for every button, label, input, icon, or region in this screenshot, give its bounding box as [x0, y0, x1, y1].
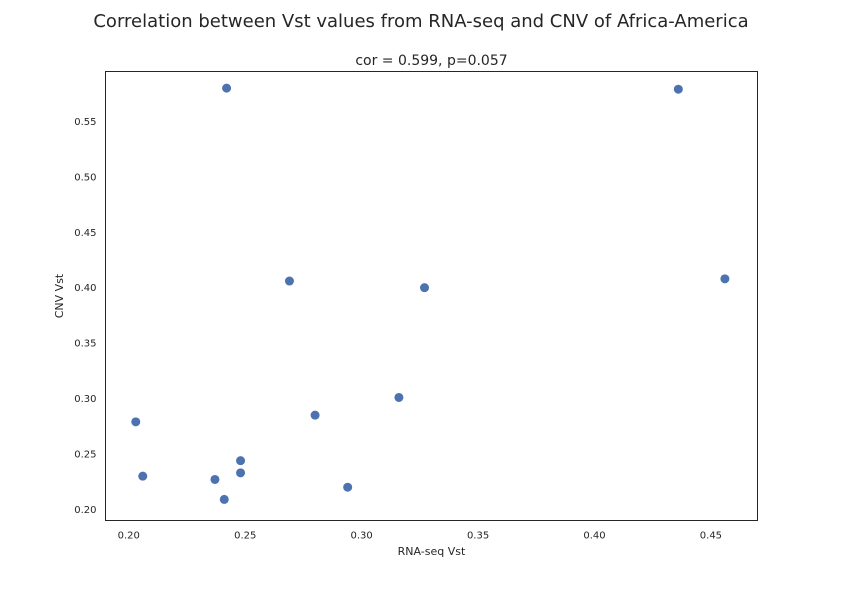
- y-tick-label: 0.50: [74, 172, 96, 183]
- scatter-point: [219, 494, 229, 504]
- x-tick-label: 0.40: [583, 531, 605, 542]
- x-tick-label: 0.20: [118, 531, 140, 542]
- plot-frame: [105, 71, 758, 521]
- axes-title: cor = 0.599, p=0.057: [355, 53, 507, 69]
- scatter-point: [720, 274, 730, 284]
- scatter-point: [131, 417, 141, 427]
- scatter-point: [222, 83, 232, 93]
- y-tick-label: 0.45: [74, 228, 96, 239]
- y-axis-ticks: 0.20 0.25 0.30 0.35 0.40 0.45 0.50 0.55: [74, 117, 96, 516]
- y-tick-label: 0.20: [74, 505, 96, 516]
- figure-suptitle: Correlation between Vst values from RNA-…: [93, 11, 748, 32]
- scatter-point: [394, 392, 404, 402]
- y-tick-label: 0.25: [74, 449, 96, 460]
- y-tick-label: 0.35: [74, 339, 96, 350]
- x-tick-label: 0.30: [351, 531, 373, 542]
- y-tick-label: 0.40: [74, 283, 96, 294]
- x-tick-label: 0.25: [234, 531, 256, 542]
- data-points: [131, 83, 730, 504]
- scatter-point: [673, 84, 683, 94]
- scatter-point: [236, 468, 246, 478]
- y-axis-label: CNV Vst: [53, 273, 66, 318]
- scatter-point: [210, 474, 220, 484]
- scatter-point: [236, 456, 246, 466]
- y-tick-label: 0.55: [74, 117, 96, 128]
- y-tick-label: 0.30: [74, 394, 96, 405]
- scatter-point: [420, 283, 430, 293]
- scatter-point: [138, 471, 148, 481]
- x-tick-label: 0.45: [700, 531, 722, 542]
- scatter-point: [343, 482, 353, 492]
- x-axis-label: RNA-seq Vst: [398, 545, 466, 558]
- x-axis-ticks: 0.20 0.25 0.30 0.35 0.40 0.45: [118, 531, 722, 542]
- scatter-point: [284, 276, 294, 286]
- x-tick-label: 0.35: [467, 531, 489, 542]
- scatter-point: [310, 410, 320, 420]
